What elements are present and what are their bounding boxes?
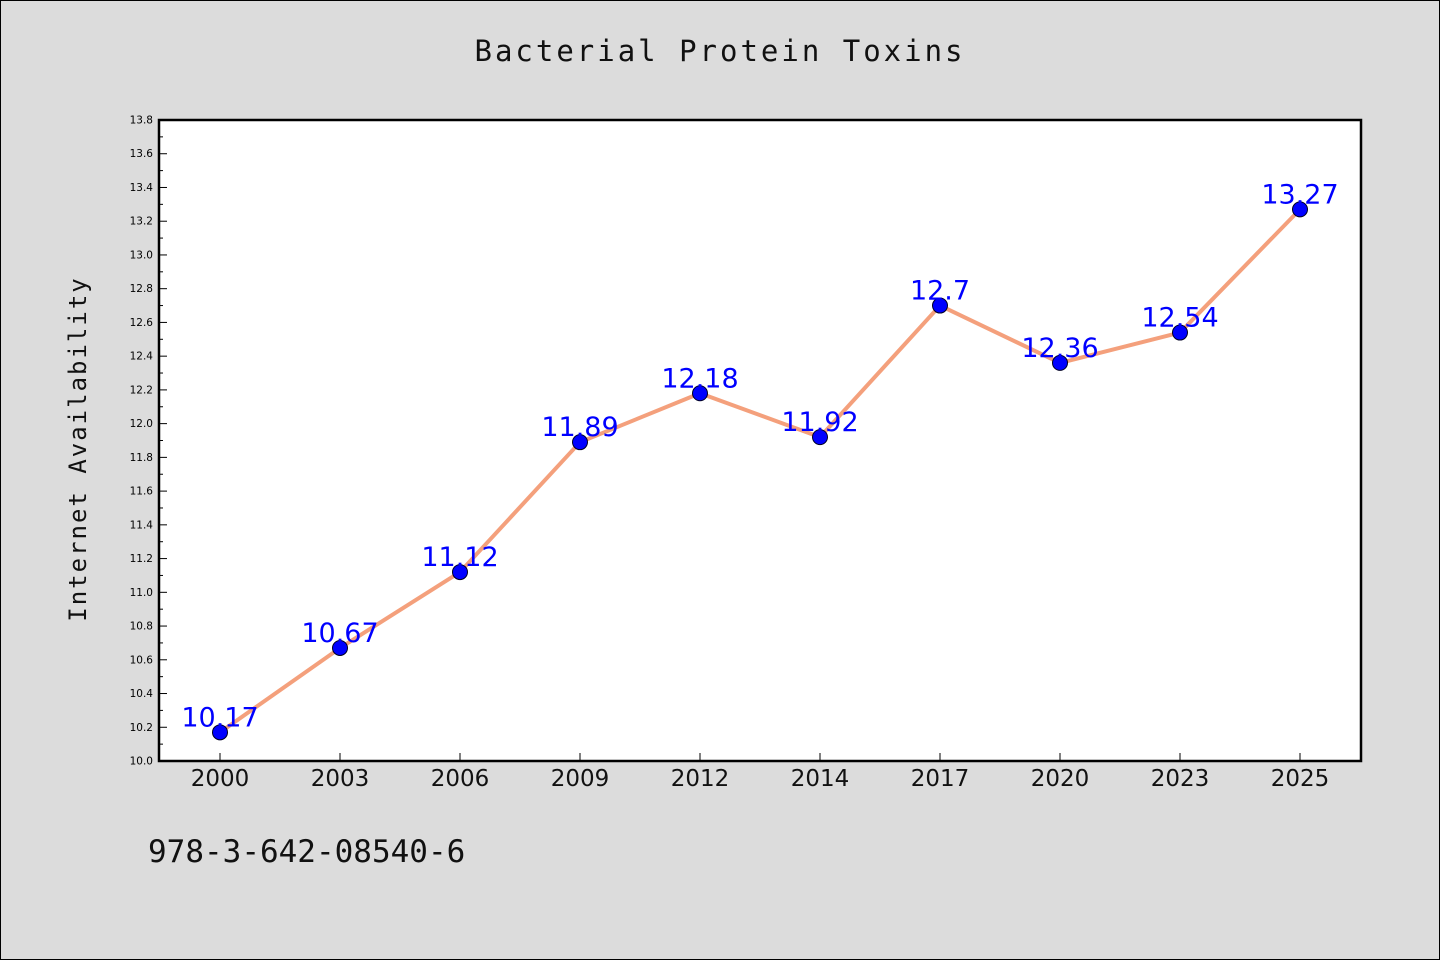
- data-label: 12.18: [661, 363, 738, 394]
- y-tick-label: 11.2: [130, 553, 153, 565]
- data-label: 12.7: [910, 276, 970, 307]
- x-tick-label: 2006: [431, 766, 490, 792]
- isbn-label: 978-3-642-08540-6: [148, 834, 466, 870]
- y-tick-label: 13.4: [130, 182, 154, 194]
- y-tick-label: 12.2: [130, 384, 153, 396]
- data-point: [212, 724, 228, 741]
- y-tick-label: 12.0: [130, 418, 153, 430]
- data-label: 10.17: [181, 702, 258, 733]
- x-tick-label: 2023: [1151, 766, 1210, 792]
- chart-title: Bacterial Protein Toxins: [474, 34, 966, 68]
- y-tick-label: 12.8: [130, 283, 153, 295]
- y-tick-label: 10.2: [130, 722, 153, 734]
- data-point: [452, 564, 468, 581]
- data-label: 12.54: [1141, 303, 1218, 334]
- y-tick-label: 13.0: [130, 249, 153, 261]
- data-point: [332, 639, 348, 656]
- data-label: 11.92: [781, 407, 858, 438]
- data-point: [1172, 324, 1188, 341]
- y-axis-label: Internet Availability: [64, 276, 92, 621]
- data-point: [932, 297, 948, 314]
- data-point: [812, 429, 828, 446]
- data-point: [572, 434, 588, 451]
- y-tick-label: 11.0: [130, 587, 153, 599]
- series-markers: [212, 201, 1308, 741]
- y-tick-label: 13.6: [130, 148, 154, 160]
- data-labels: 10.17 10.67 11.12 11.89 12.18 11.92 12.7 12.36 1…: [181, 179, 1338, 733]
- y-tick-label: 10.0: [130, 756, 153, 768]
- y-tick-label: 11.4: [130, 519, 154, 531]
- y-tick-label: 13.2: [130, 216, 153, 228]
- y-tick-label: 10.4: [130, 688, 154, 700]
- y-tick-label: 12.6: [130, 317, 154, 329]
- data-point: [1292, 201, 1308, 218]
- y-tick-label: 10.8: [130, 621, 153, 633]
- x-axis: 2000 2003 2006 2009 2012 2014 2017 2020 2023 2025: [191, 753, 1330, 792]
- x-tick-label: 2009: [551, 766, 610, 792]
- x-tick-label: 2012: [671, 766, 730, 792]
- y-tick-label: 13.8: [130, 115, 153, 127]
- data-point: [1052, 354, 1068, 371]
- y-tick-label: 11.8: [130, 452, 153, 464]
- x-tick-label: 2003: [311, 766, 370, 792]
- data-label: 10.67: [301, 618, 378, 649]
- y-axis: 10.0 10.2 10.4 10.6 10.8 11.0 11.2 11.4 11.6 11.8…: [130, 115, 167, 768]
- plot-area: [157, 118, 1363, 763]
- data-label: 12.36: [1021, 333, 1098, 364]
- y-tick-label: 11.6: [130, 486, 154, 498]
- x-tick-label: 2017: [911, 766, 970, 792]
- data-label: 13.27: [1261, 179, 1338, 210]
- data-label: 11.89: [541, 412, 618, 443]
- data-label: 11.12: [421, 542, 498, 573]
- y-tick-label: 10.6: [130, 654, 154, 666]
- x-tick-label: 2025: [1271, 766, 1330, 792]
- x-tick-label: 2020: [1031, 766, 1090, 792]
- series-line: [218, 208, 1302, 734]
- y-tick-label: 12.4: [130, 351, 154, 363]
- x-tick-label: 2014: [791, 766, 850, 792]
- data-point: [692, 385, 708, 402]
- x-tick-label: 2000: [191, 766, 250, 792]
